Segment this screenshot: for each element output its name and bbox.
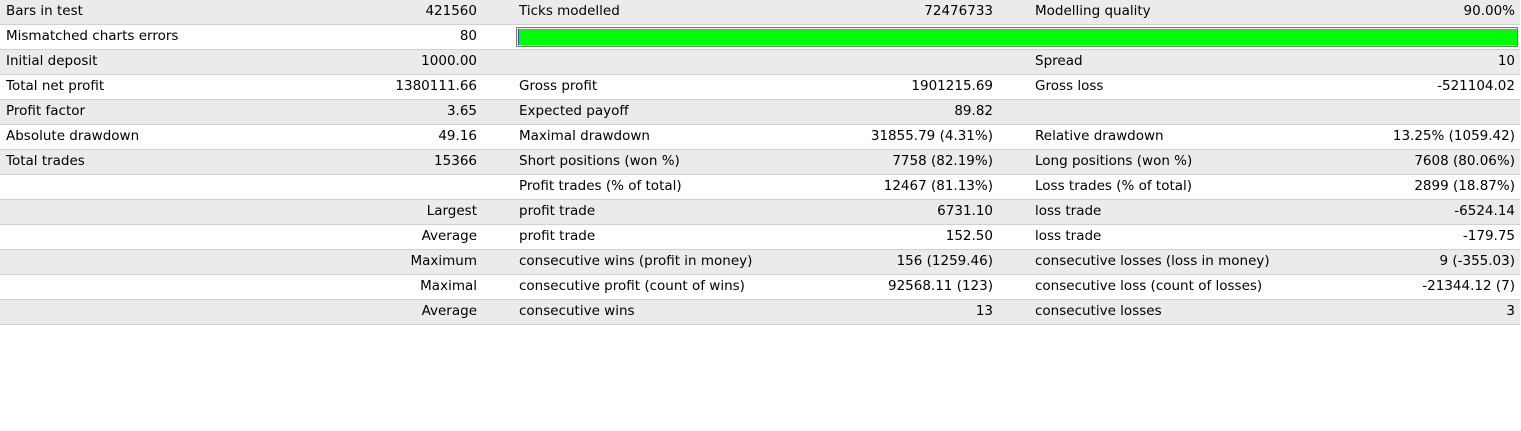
label-initial-deposit: Initial deposit	[6, 53, 98, 69]
label-expected-payoff: Expected payoff	[519, 103, 629, 119]
value-mismatched-charts-errors: 80	[459, 28, 477, 44]
label-maximal: Maximal	[420, 278, 477, 294]
value-maximal-consecutive-profit: 92568.11 (123)	[887, 278, 993, 294]
label-max-consecutive-wins: consecutive wins (profit in money)	[519, 253, 753, 269]
report-row-total-net-profit: Total net profit 1380111.66 Gross profit…	[0, 75, 1520, 100]
label-maximum: Maximum	[410, 253, 477, 269]
value-long-positions: 7608 (80.06%)	[1414, 153, 1515, 169]
label-average-loss-trade: loss trade	[1035, 228, 1102, 244]
empty-cell	[6, 175, 306, 199]
empty-cell	[6, 300, 306, 324]
label-spread: Spread	[1035, 53, 1083, 69]
label-bars-in-test: Bars in test	[6, 3, 83, 19]
label-ticks-modelled: Ticks modelled	[519, 3, 620, 19]
value-expected-payoff: 89.82	[954, 103, 993, 119]
empty-cell	[6, 250, 306, 274]
label-gross-loss: Gross loss	[1035, 78, 1104, 94]
empty-cell	[1335, 100, 1515, 124]
label-max-consecutive-losses: consecutive losses (loss in money)	[1035, 253, 1270, 269]
empty-cell	[306, 175, 477, 199]
value-profit-factor: 3.65	[446, 103, 477, 119]
label-average: Average	[421, 228, 477, 244]
value-relative-drawdown: 13.25% (1059.42)	[1392, 128, 1515, 144]
value-gross-loss: -521104.02	[1437, 78, 1515, 94]
label-profit-trades: Profit trades (% of total)	[519, 178, 682, 194]
label-average-consecutive-losses: consecutive losses	[1035, 303, 1162, 319]
label-gross-profit: Gross profit	[519, 78, 598, 94]
label-mismatched-charts-errors: Mismatched charts errors	[6, 28, 179, 44]
report-row-largest: Largest profit trade 6731.10 loss trade …	[0, 200, 1520, 225]
value-max-consecutive-losses: 9 (-355.03)	[1439, 253, 1515, 269]
value-modelling-quality: 90.00%	[1463, 3, 1515, 19]
label-profit-factor: Profit factor	[6, 103, 86, 119]
label-maximal-consecutive-loss: consecutive loss (count of losses)	[1035, 278, 1263, 294]
value-average-consecutive-losses: 3	[1506, 303, 1515, 319]
label-modelling-quality: Modelling quality	[1035, 3, 1151, 19]
value-largest-loss-trade: -6524.14	[1454, 203, 1515, 219]
value-maximal-drawdown: 31855.79 (4.31%)	[870, 128, 993, 144]
label-maximal-consecutive-profit: consecutive profit (count of wins)	[519, 278, 745, 294]
label-largest: Largest	[426, 203, 477, 219]
report-row-drawdown: Absolute drawdown 49.16 Maximal drawdown…	[0, 125, 1520, 150]
report-row-total-trades: Total trades 15366 Short positions (won …	[0, 150, 1520, 175]
label-average-profit-trade: profit trade	[519, 228, 596, 244]
value-total-net-profit: 1380111.66	[395, 78, 477, 94]
label-relative-drawdown: Relative drawdown	[1035, 128, 1164, 144]
report-row-bars-in-test: Bars in test 421560 Ticks modelled 72476…	[0, 0, 1520, 25]
label-largest-profit-trade: profit trade	[519, 203, 596, 219]
value-maximal-consecutive-loss: -21344.12 (7)	[1422, 278, 1515, 294]
value-ticks-modelled: 72476733	[924, 3, 993, 19]
label-long-positions: Long positions (won %)	[1035, 153, 1193, 169]
modelling-quality-bar	[516, 27, 1518, 47]
report-row-profit-factor: Profit factor 3.65 Expected payoff 89.82	[0, 100, 1520, 125]
empty-cell	[6, 225, 306, 249]
empty-cell	[819, 50, 993, 74]
value-loss-trades: 2899 (18.87%)	[1414, 178, 1515, 194]
label-average-consecutive-wins: consecutive wins	[519, 303, 635, 319]
label-loss-trades: Loss trades (% of total)	[1035, 178, 1193, 194]
label-absolute-drawdown: Absolute drawdown	[6, 128, 140, 144]
value-short-positions: 7758 (82.19%)	[892, 153, 993, 169]
report-row-profit-loss-trades: Profit trades (% of total) 12467 (81.13%…	[0, 175, 1520, 200]
empty-cell	[6, 275, 306, 299]
report-row-initial-deposit: Initial deposit 1000.00 Spread 10	[0, 50, 1520, 75]
value-absolute-drawdown: 49.16	[438, 128, 477, 144]
report-row-mismatched-errors: Mismatched charts errors 80	[0, 25, 1520, 50]
label-maximal-drawdown: Maximal drawdown	[519, 128, 650, 144]
value-average-loss-trade: -179.75	[1462, 228, 1515, 244]
value-spread: 10	[1497, 53, 1515, 69]
empty-cell	[519, 50, 819, 74]
value-bars-in-test: 421560	[425, 3, 477, 19]
value-average-profit-trade: 152.50	[945, 228, 993, 244]
value-max-consecutive-wins: 156 (1259.46)	[896, 253, 993, 269]
value-gross-profit: 1901215.69	[911, 78, 993, 94]
label-largest-loss-trade: loss trade	[1035, 203, 1102, 219]
empty-cell	[6, 200, 306, 224]
value-total-trades: 15366	[434, 153, 477, 169]
empty-cell	[1035, 100, 1335, 124]
modelling-quality-bar-fill	[518, 29, 1517, 45]
report-row-maximum: Maximum consecutive wins (profit in mone…	[0, 250, 1520, 275]
value-profit-trades: 12467 (81.13%)	[883, 178, 993, 194]
value-initial-deposit: 1000.00	[421, 53, 477, 69]
report-row-average-consecutive: Average consecutive wins 13 consecutive …	[0, 300, 1520, 325]
label-short-positions: Short positions (won %)	[519, 153, 680, 169]
value-average-consecutive-wins: 13	[975, 303, 993, 319]
report-row-average: Average profit trade 152.50 loss trade -…	[0, 225, 1520, 250]
test-report-table: Bars in test 421560 Ticks modelled 72476…	[0, 0, 1520, 325]
value-largest-profit-trade: 6731.10	[937, 203, 993, 219]
label-average-consecutive: Average	[421, 303, 477, 319]
label-total-net-profit: Total net profit	[6, 78, 105, 94]
report-row-maximal: Maximal consecutive profit (count of win…	[0, 275, 1520, 300]
label-total-trades: Total trades	[6, 153, 85, 169]
